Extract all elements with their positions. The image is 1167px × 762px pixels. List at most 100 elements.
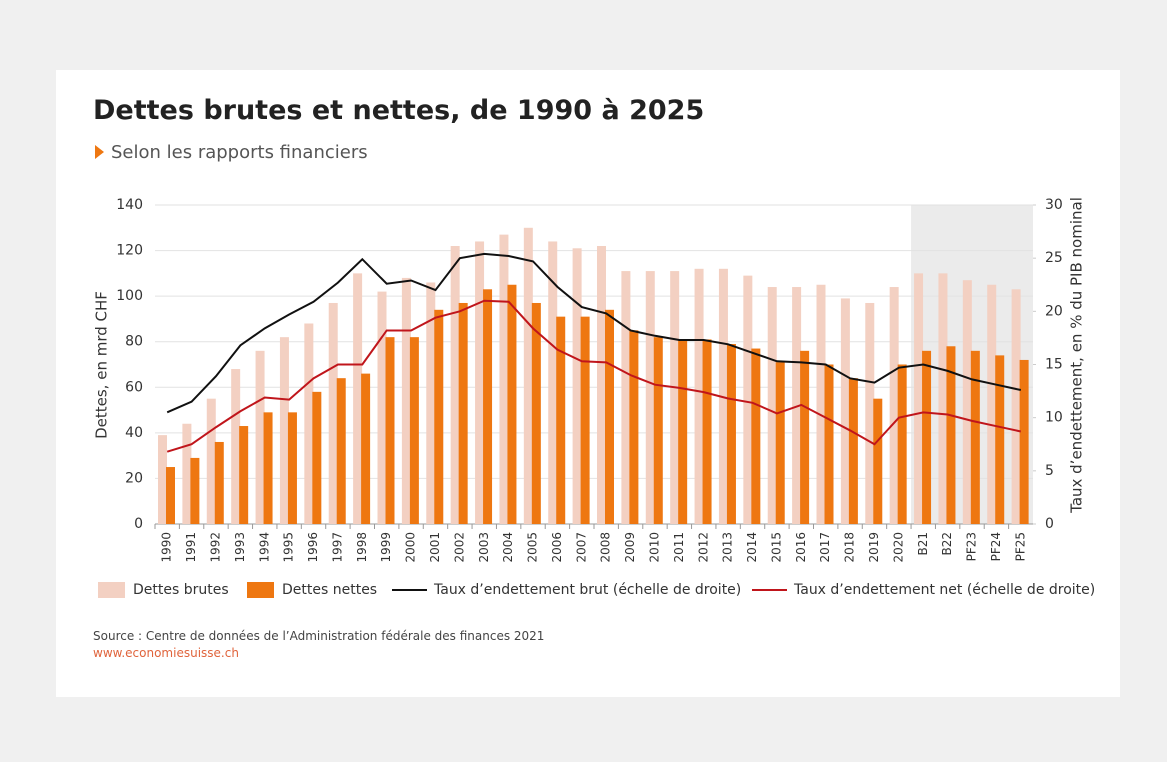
- x-tick-label: 2017: [818, 532, 832, 563]
- plot-area: 0 20 40 60 80 100 120 140 0 5 10 15 20 25 30 1990 1991 19…: [116, 197, 1063, 563]
- legend-swatch: [247, 582, 274, 598]
- bar: [865, 302, 875, 524]
- legend-label: Dettes brutes: [133, 582, 229, 598]
- y2-tick-label: 5: [1045, 463, 1054, 479]
- x-tick-label: 2018: [843, 532, 857, 563]
- bar: [897, 364, 907, 524]
- bar: [816, 284, 826, 524]
- y2-tick-label: 20: [1045, 303, 1063, 319]
- x-tick-label: 1992: [208, 532, 222, 563]
- bar: [499, 234, 509, 524]
- x-tick-label: 2012: [696, 532, 710, 563]
- x-tick-label: 2015: [769, 532, 783, 563]
- bar: [645, 271, 655, 524]
- bar: [263, 412, 273, 524]
- bar: [670, 271, 680, 524]
- x-tick-label: 1995: [282, 532, 296, 563]
- bar: [336, 378, 346, 524]
- bar: [450, 246, 460, 524]
- bar: [962, 280, 972, 524]
- bar: [743, 275, 753, 524]
- x-tick-label: 2002: [452, 532, 466, 563]
- legend-label: Taux d’endettement net (échelle de droit…: [793, 582, 1095, 598]
- x-tick-label: 2016: [794, 532, 808, 563]
- x-tick-label: 2000: [404, 532, 418, 563]
- bar: [458, 302, 468, 524]
- bar: [426, 282, 436, 524]
- bar: [848, 378, 858, 524]
- y2-axis-title: Taux d’endettement, en % du PIB nominal: [1068, 197, 1086, 514]
- source-note: Source : Centre de données de l’Administ…: [93, 629, 544, 643]
- bar: [548, 241, 558, 524]
- x-tick-label: PF25: [1013, 532, 1027, 561]
- bar: [523, 227, 533, 525]
- y-axis-title: Dettes, en mrd CHF: [93, 291, 111, 439]
- bar: [556, 316, 566, 524]
- bar: [653, 337, 663, 524]
- x-tick-label: 2007: [574, 532, 588, 563]
- line: [166, 252, 1022, 414]
- bar: [304, 323, 314, 524]
- bar: [702, 339, 712, 524]
- bar: [239, 426, 249, 524]
- bar: [694, 268, 704, 524]
- bar: [214, 441, 224, 524]
- bar: [182, 423, 192, 524]
- x-tick-label: 2011: [672, 532, 686, 563]
- y-tick-label: 60: [125, 379, 143, 395]
- bar: [434, 309, 444, 524]
- bar: [255, 350, 265, 524]
- bar: [987, 284, 997, 524]
- y2-tick-label: 0: [1045, 516, 1054, 532]
- x-tick-label: 2009: [623, 532, 637, 563]
- bar: [483, 289, 493, 524]
- x-tick-label: 2014: [745, 532, 759, 563]
- bar: [409, 337, 419, 524]
- x-tick-label: 2019: [867, 532, 881, 563]
- y2-tick-label: 30: [1045, 197, 1063, 213]
- bar: [767, 287, 777, 524]
- y-tick-label: 140: [116, 197, 143, 213]
- bar: [889, 287, 899, 524]
- bar: [312, 391, 322, 524]
- x-tick-label: 2008: [599, 532, 613, 563]
- legend-label: Taux d’endettement brut (échelle de droi…: [433, 582, 741, 598]
- chart-title: Dettes brutes et nettes, de 1990 à 2025: [93, 95, 704, 126]
- bar: [206, 398, 216, 524]
- legend-swatch: [98, 582, 125, 598]
- y-tick-label: 20: [125, 470, 143, 486]
- y-tick-label: 40: [125, 425, 143, 441]
- y-tick-label: 100: [116, 288, 143, 304]
- x-tick-label: 1999: [379, 532, 393, 563]
- x-tick-label: 2020: [891, 532, 905, 563]
- x-tick-label: B21: [916, 532, 930, 556]
- bar: [800, 350, 810, 524]
- x-tick-label: 2005: [526, 532, 540, 563]
- bar: [507, 284, 517, 524]
- y-tick-label: 0: [134, 516, 143, 532]
- bar: [279, 337, 289, 524]
- x-tick-label: 2003: [477, 532, 491, 563]
- bar: [1019, 359, 1029, 524]
- bar: [353, 273, 363, 524]
- bar: [840, 298, 850, 524]
- bar: [678, 339, 688, 524]
- bar: [231, 369, 241, 524]
- x-tick-label: 1998: [355, 532, 369, 563]
- bar: [751, 348, 761, 524]
- bar: [824, 364, 834, 524]
- chart-subtitle: Selon les rapports financiers: [111, 142, 368, 163]
- y2-tick-label: 10: [1045, 410, 1063, 426]
- x-tick-label: 2001: [428, 532, 442, 563]
- bar: [1011, 289, 1021, 524]
- y-tick-label: 80: [125, 334, 143, 350]
- bar: [580, 316, 590, 524]
- y2-tick-label: 15: [1045, 357, 1063, 373]
- bar: [922, 350, 932, 524]
- x-tick-label: 1990: [160, 532, 174, 563]
- subtitle-marker: [95, 145, 104, 159]
- bar: [597, 246, 606, 524]
- x-tick-label: 1997: [330, 532, 344, 563]
